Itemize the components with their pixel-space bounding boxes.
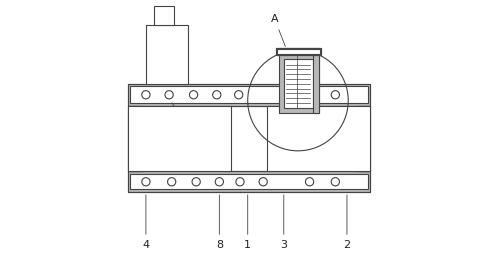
Circle shape — [192, 178, 200, 186]
Circle shape — [189, 91, 198, 99]
Bar — [359, 106, 368, 171]
Text: 6: 6 — [167, 27, 187, 47]
Circle shape — [165, 91, 173, 99]
Bar — [128, 84, 370, 106]
Bar — [128, 106, 142, 171]
Bar — [356, 106, 370, 171]
Bar — [128, 106, 142, 171]
Circle shape — [142, 178, 150, 186]
Bar — [130, 106, 139, 171]
Bar — [277, 49, 320, 54]
Bar — [154, 7, 174, 24]
Bar — [128, 106, 231, 171]
Text: 1: 1 — [244, 195, 251, 250]
Bar — [128, 171, 370, 192]
Circle shape — [331, 91, 340, 99]
Text: 3: 3 — [280, 195, 287, 250]
Circle shape — [236, 178, 244, 186]
Bar — [313, 55, 319, 113]
Circle shape — [331, 178, 340, 186]
Bar — [128, 84, 370, 106]
Text: A: A — [271, 14, 285, 47]
Text: 5: 5 — [172, 103, 195, 136]
Bar — [356, 106, 370, 171]
Bar — [276, 48, 321, 55]
Bar — [146, 24, 188, 84]
Bar — [279, 48, 319, 113]
Text: 2: 2 — [344, 195, 351, 250]
Circle shape — [167, 178, 176, 186]
Circle shape — [142, 91, 150, 99]
Circle shape — [235, 91, 243, 99]
Text: 4: 4 — [142, 195, 149, 250]
Bar — [130, 174, 368, 189]
Circle shape — [305, 91, 314, 99]
Text: 8: 8 — [216, 195, 223, 250]
Circle shape — [215, 178, 224, 186]
Bar — [128, 171, 370, 192]
Bar — [276, 48, 321, 55]
Bar — [267, 106, 370, 171]
Bar — [130, 86, 368, 103]
Circle shape — [305, 178, 314, 186]
Circle shape — [259, 178, 267, 186]
Circle shape — [213, 91, 221, 99]
Bar — [284, 59, 313, 108]
